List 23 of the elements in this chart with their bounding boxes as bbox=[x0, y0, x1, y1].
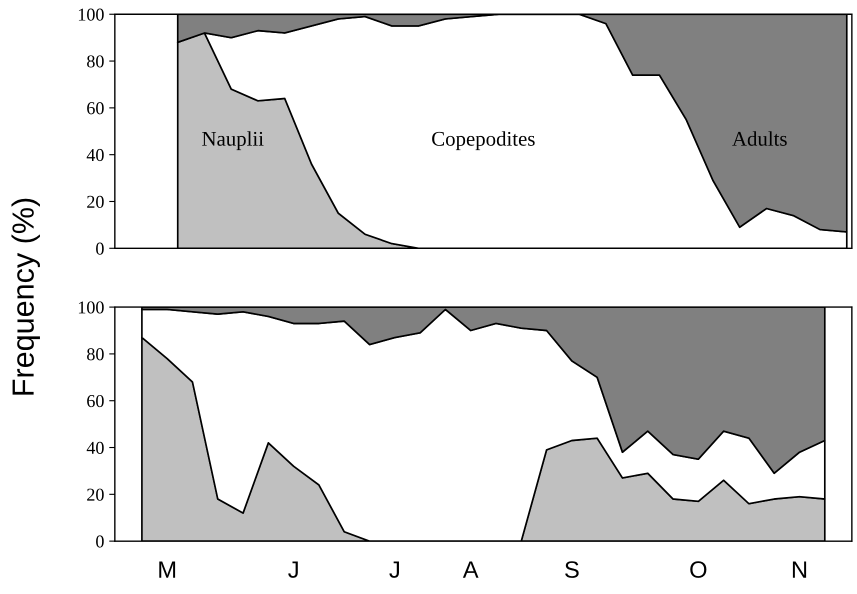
y-tick-label: 0 bbox=[96, 535, 104, 548]
y-axis-title: Frequency (%) bbox=[11, 198, 40, 395]
y-tick-label: 80 bbox=[87, 348, 104, 360]
series-label: Copepodites bbox=[432, 131, 535, 150]
series-label: Nauplii bbox=[202, 131, 264, 150]
x-tick-label: J bbox=[288, 561, 298, 578]
y-tick-label: 60 bbox=[87, 102, 104, 114]
series-label: Adults bbox=[732, 131, 787, 146]
y-tick-label: 60 bbox=[87, 394, 104, 408]
y-tick-label: 100 bbox=[78, 301, 104, 314]
x-tick-label: S bbox=[565, 561, 579, 578]
y-tick-label: 40 bbox=[86, 148, 104, 162]
y-tick-label: 100 bbox=[78, 8, 104, 21]
x-tick-label: M bbox=[159, 561, 176, 578]
x-tick-label: O bbox=[690, 561, 706, 578]
y-tick-label: 0 bbox=[96, 242, 104, 255]
x-tick-label: J bbox=[389, 561, 399, 578]
x-tick-label: N bbox=[792, 561, 806, 578]
x-tick-label: A bbox=[462, 561, 479, 578]
y-tick-label: 40 bbox=[86, 442, 104, 454]
y-tick-label: 80 bbox=[87, 55, 104, 68]
y-tick-label: 20 bbox=[87, 196, 104, 208]
y-tick-label: 20 bbox=[87, 488, 104, 501]
